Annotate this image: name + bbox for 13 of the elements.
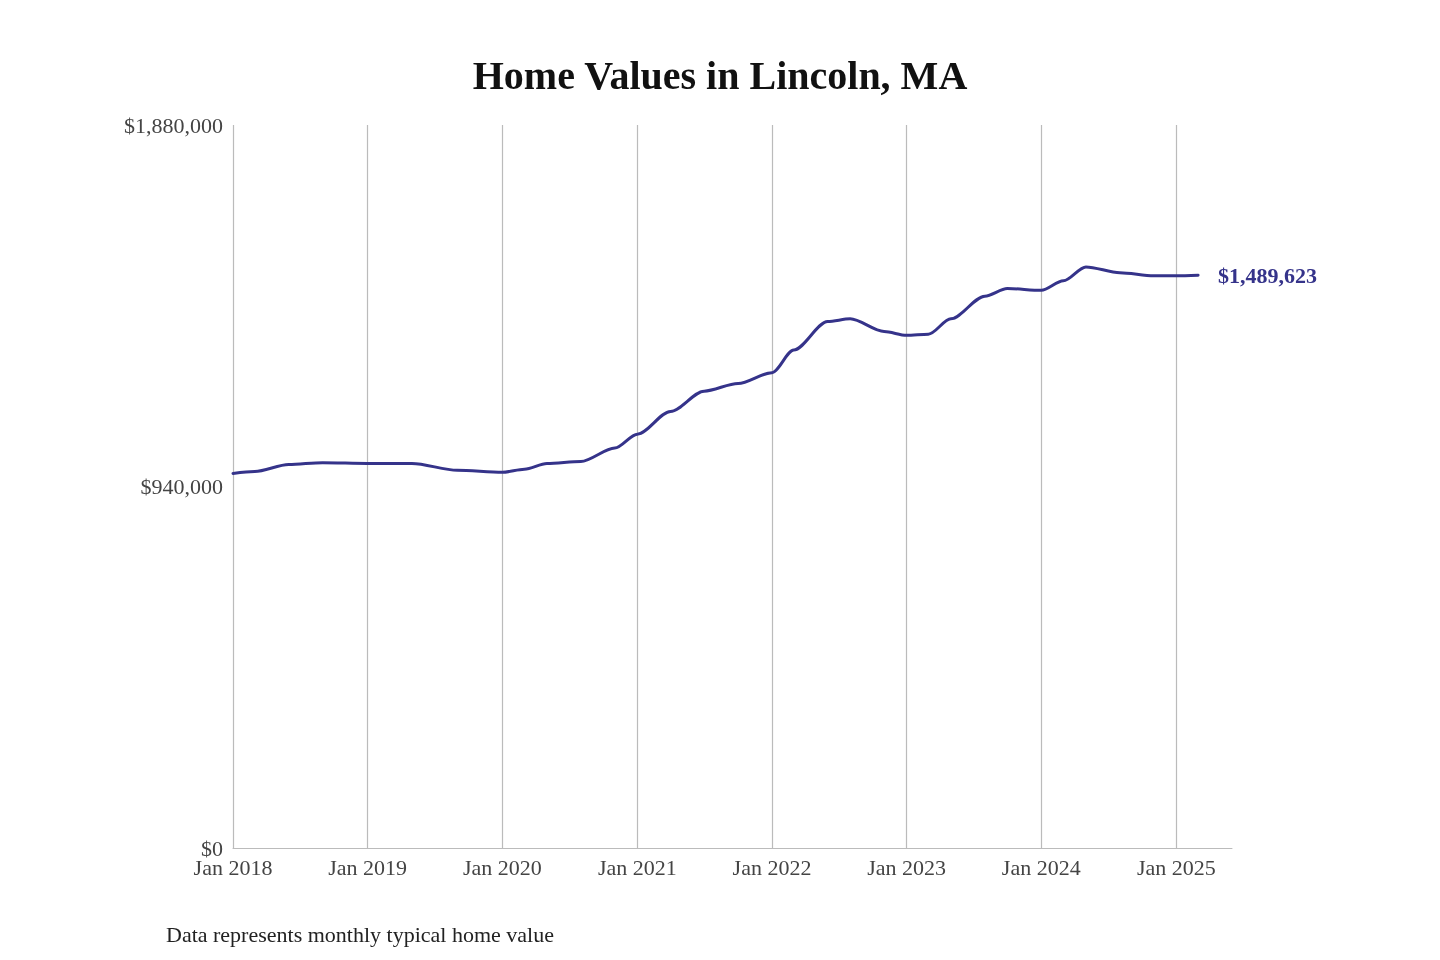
text: Data represents monthly typical home value — [166, 921, 554, 947]
line-series — [231, 265, 1200, 475]
x-tick-label: Jan 2024 — [1001, 854, 1081, 880]
y-tick-label: $940,000 — [140, 474, 223, 499]
annotation: $1,489,623 — [1218, 262, 1318, 288]
x-tick-label: Jan 2025 — [1136, 854, 1216, 880]
y-tick-label: $1,880,000 — [124, 112, 223, 138]
chart-title: Home Values in Lincoln, MA — [472, 52, 968, 98]
x-tick-label: Jan 2021 — [597, 854, 677, 880]
x-tick-label: Jan 2022 — [732, 854, 812, 880]
x-tick-label: Jan 2019 — [328, 854, 408, 880]
x-tick-label: Jan 2020 — [462, 854, 542, 880]
x-tick-label: Jan 2023 — [867, 854, 947, 880]
